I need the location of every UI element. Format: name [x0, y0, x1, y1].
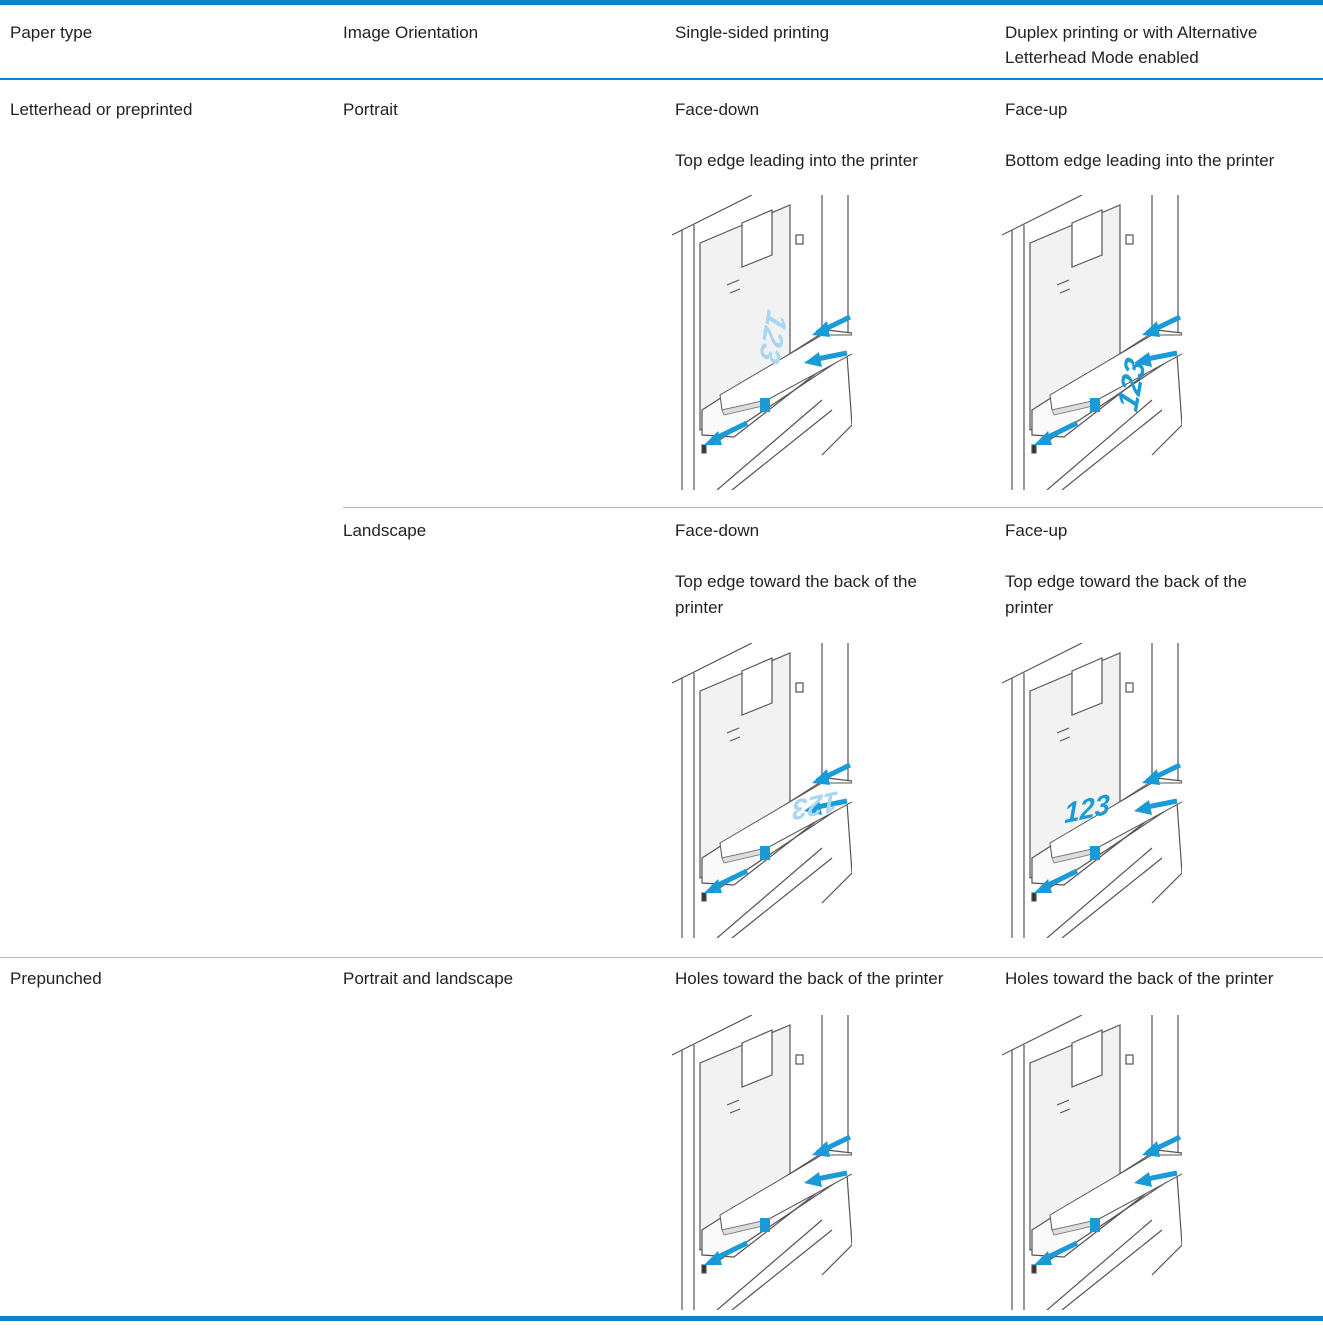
paper-type: Prepunched — [10, 969, 102, 988]
orientation: Portrait — [343, 100, 398, 119]
orientation: Landscape — [343, 521, 427, 540]
facing: Face-down — [675, 100, 760, 119]
printer-illustration: 123 — [1001, 642, 1218, 939]
header-cell: Single-sided printing — [675, 23, 830, 42]
edge: Top edge toward the back of the printer — [675, 572, 917, 617]
edge: Holes toward the back of the printer — [1005, 969, 1274, 988]
printer-drawing: 123 — [671, 642, 888, 939]
header-cell: Paper type — [10, 23, 93, 42]
header-cell: Duplex printing or with Alternative Lett… — [1005, 23, 1258, 67]
top-rule — [0, 0, 1323, 5]
paper-type: Letterhead or preprinted — [10, 100, 193, 119]
paper-mark: 123 — [792, 785, 838, 827]
edge: Bottom edge leading into the printer — [1005, 151, 1275, 170]
header-cell: Image Orientation — [343, 23, 479, 42]
printer-drawing: 123 — [671, 194, 888, 491]
edge: Top edge toward the back of the printer — [1005, 572, 1247, 617]
printer-drawing — [1001, 1014, 1218, 1311]
facing: Face-up — [1005, 521, 1068, 540]
printer-illustration — [1001, 1014, 1218, 1311]
printer-illustration: 123 — [1001, 194, 1218, 491]
printer-drawing: 123 — [1001, 194, 1218, 491]
facing: Face-up — [1005, 100, 1068, 119]
header-rule — [0, 78, 1323, 80]
printer-drawing — [671, 1014, 888, 1311]
printer-drawing: 123 — [1001, 642, 1218, 939]
edge: Top edge leading into the printer — [675, 151, 918, 170]
edge: Holes toward the back of the printer — [675, 969, 944, 988]
row-rule — [343, 507, 1323, 508]
printer-illustration: 123 — [671, 642, 888, 939]
row-rule — [0, 957, 1323, 958]
orientation: Portrait and landscape — [343, 969, 514, 988]
bottom-rule — [0, 1316, 1323, 1321]
facing: Face-down — [675, 521, 760, 540]
printer-illustration — [671, 1014, 888, 1311]
printer-illustration: 123 — [671, 194, 888, 491]
